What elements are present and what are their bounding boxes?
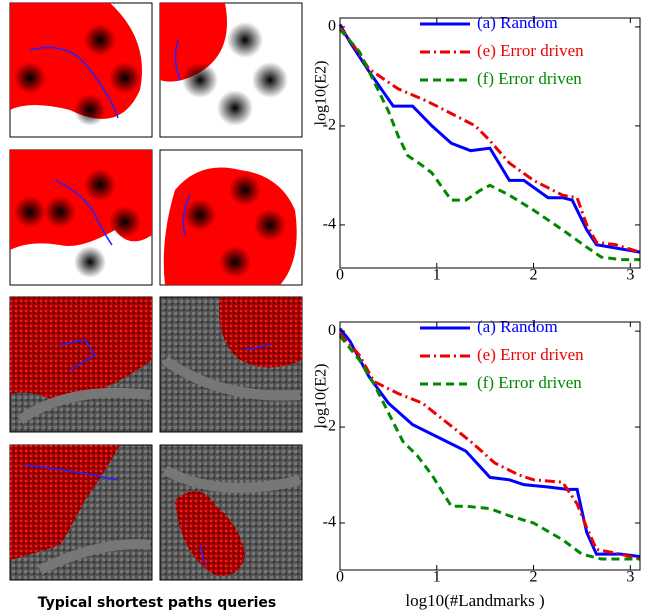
legend-label: (a) Random — [477, 317, 558, 336]
plot-frame — [339, 17, 641, 269]
thumb — [9, 149, 153, 286]
legend-label: (f) Error driven — [477, 373, 582, 392]
legend-label: (a) Random — [477, 13, 558, 32]
y-axis-label: log10(E2) — [313, 364, 330, 429]
x-tick-label: 3 — [626, 267, 634, 284]
series-line — [338, 28, 640, 262]
y-tick-label: 0 — [328, 322, 336, 339]
thumb — [9, 444, 153, 581]
thumb — [159, 444, 303, 581]
thumb — [9, 2, 153, 138]
series-line — [338, 23, 641, 254]
y-tick-label: 0 — [328, 18, 336, 35]
thumb — [159, 149, 303, 286]
legend-label: (f) Error driven — [477, 69, 582, 88]
x-tick-label: 0 — [336, 569, 344, 586]
legend-label: (e) Error driven — [477, 41, 584, 60]
series-line — [338, 334, 640, 561]
y-tick-label: -4 — [323, 514, 336, 531]
thumb — [159, 296, 303, 433]
caption: Typical shortest paths queries — [38, 595, 277, 611]
series-line — [338, 332, 641, 561]
series-line — [338, 26, 641, 254]
x-axis-label: log10(#Landmarks ) — [405, 591, 544, 610]
series-line — [338, 327, 641, 559]
plot-frame — [339, 321, 641, 571]
thumbnails — [9, 2, 303, 581]
y-tick-label: -2 — [323, 117, 336, 134]
thumb — [159, 2, 303, 138]
x-tick-label: 1 — [433, 569, 441, 586]
y-tick-label: -4 — [323, 216, 336, 233]
y-tick-label: -2 — [323, 418, 336, 435]
legend-label: (e) Error driven — [477, 345, 584, 364]
x-tick-label: 3 — [626, 569, 634, 586]
x-tick-label: 0 — [336, 267, 344, 284]
x-tick-label: 2 — [530, 569, 538, 586]
x-tick-label: 1 — [433, 267, 441, 284]
thumb — [9, 296, 153, 433]
y-axis-label: log10(E2) — [313, 61, 330, 126]
x-tick-label: 2 — [530, 267, 538, 284]
